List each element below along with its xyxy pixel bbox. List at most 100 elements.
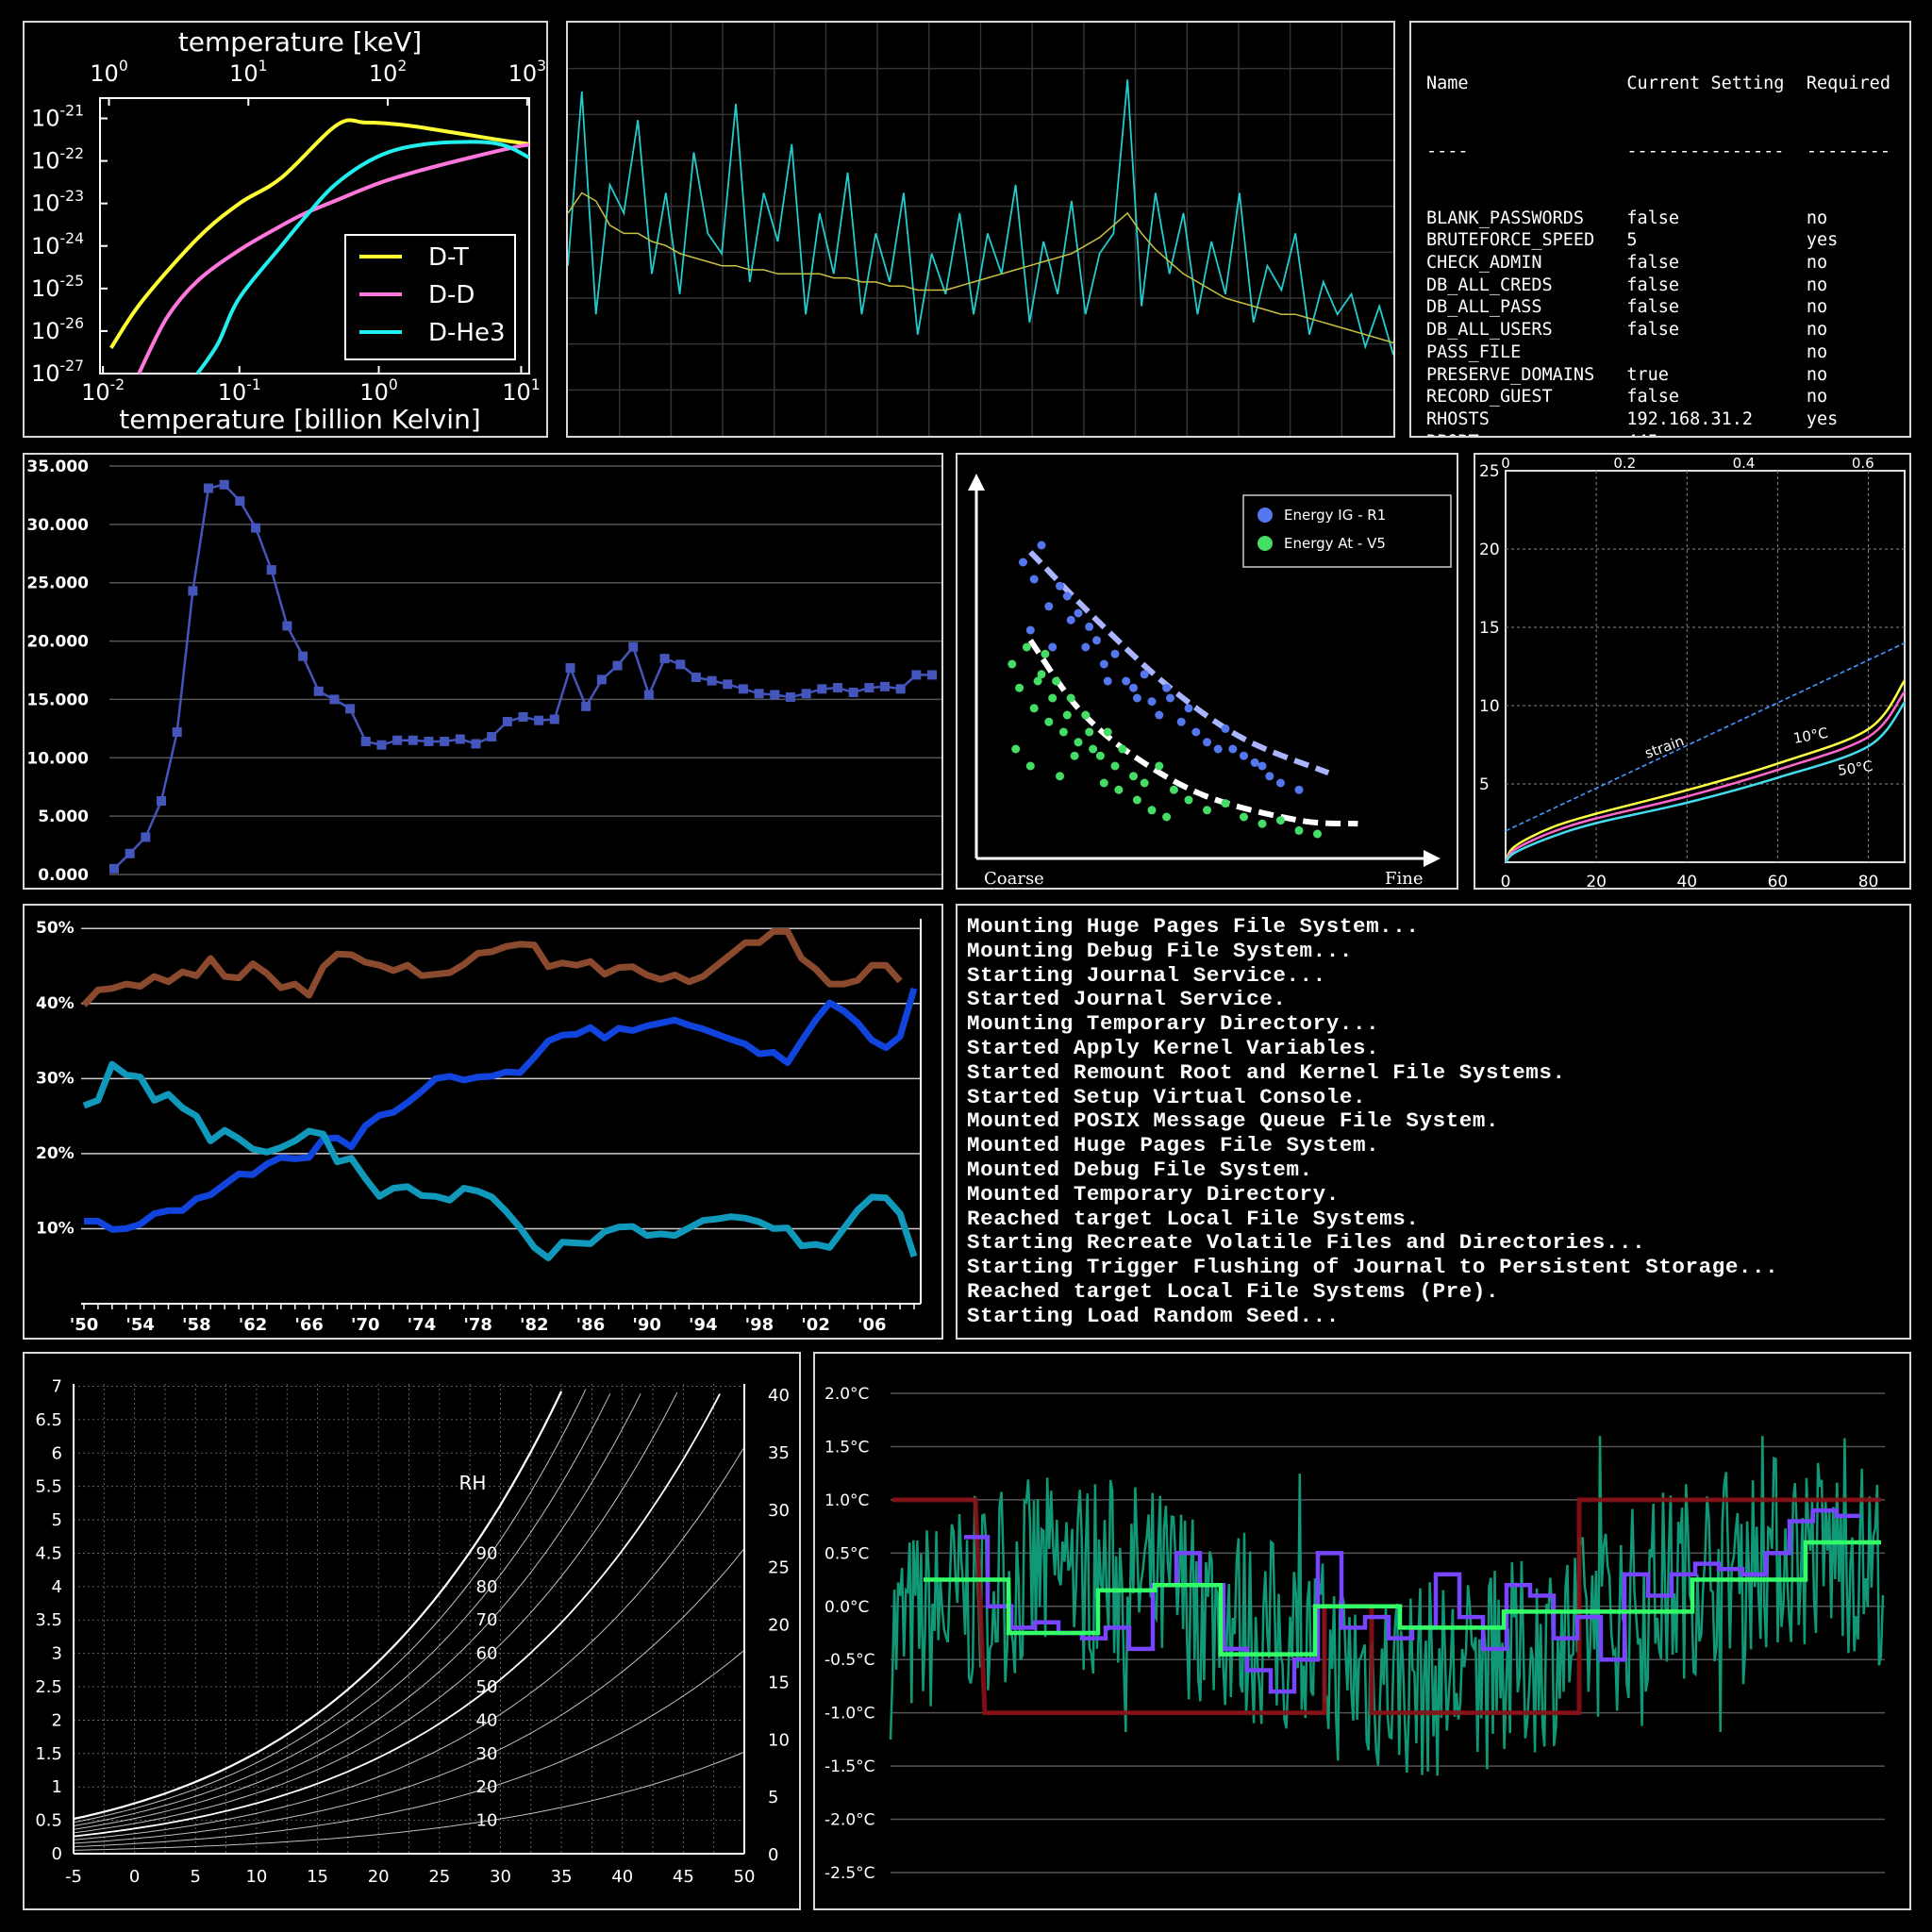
percent-chart-panel: 10% 20% 30% 40% 50% '50 '54 '58 '62 '66 '70 '74 '78 '… [23, 904, 943, 1340]
scatter-point [1140, 778, 1149, 788]
x-axis-arrow [1424, 850, 1441, 867]
scatter-point [1147, 806, 1157, 815]
scatter-point [1025, 625, 1035, 635]
scatter-point [1276, 816, 1285, 825]
data-marker [691, 672, 701, 682]
scatter-point [1029, 704, 1039, 713]
scatter-point [1029, 575, 1039, 584]
bottom-tick-label: 45 [673, 1867, 694, 1887]
y-tick-label: 5.000 [38, 808, 89, 826]
scatter-point [1203, 738, 1211, 747]
y-tick-label: 1.5°C [824, 1438, 869, 1457]
data-marker [204, 483, 214, 493]
top-tick-label: 0 [1501, 455, 1510, 472]
bottom-tick-label: -5 [65, 1867, 82, 1887]
data-marker [471, 739, 481, 749]
scatter-point [1129, 772, 1138, 781]
log-line: Mounted Debug File System. [967, 1157, 1313, 1182]
legend-swatch [1257, 508, 1273, 523]
top-tick-label: 100 [90, 58, 127, 87]
scatter-point [1250, 758, 1259, 767]
y-tick-label: 0.000 [38, 866, 89, 885]
setting-name: DB_ALL_USERS [1426, 320, 1553, 341]
data-marker [565, 663, 575, 674]
energy-scatter: Coarse Fine Energy IG - R1 Energy At - V5 [968, 474, 1452, 888]
rh-label: 80 [476, 1577, 498, 1597]
scatter-point [1114, 785, 1124, 794]
legend-label: Energy IG - R1 [1284, 507, 1386, 524]
scatter-point [1095, 751, 1105, 760]
scatter-point [1066, 615, 1075, 625]
x-label-right: Fine [1385, 869, 1424, 888]
y-tick-label: 0.0°C [824, 1598, 869, 1617]
data-marker [157, 796, 167, 807]
left-tick-label: 2.5 [35, 1677, 62, 1697]
scatter-point [1257, 761, 1267, 771]
right-tick-label: 35 [768, 1443, 790, 1463]
boot-log-panel: Mounting Huge Pages File System... Mounti… [956, 904, 1911, 1340]
data-marker [879, 681, 890, 691]
data-marker [785, 691, 795, 702]
y-tick-label: 25.000 [26, 575, 89, 593]
setting-name: BRUTEFORCE_SPEED [1426, 230, 1595, 251]
y-tick-label: -1.0°C [824, 1705, 875, 1724]
data-marker [376, 740, 387, 750]
rh-curve [73, 1391, 563, 1821]
y-tick-label: 1.0°C [824, 1491, 869, 1510]
left-tick-label: 10-24 [31, 230, 84, 259]
bottom-tick-label: 80 [1858, 873, 1879, 888]
scatter-point [1176, 717, 1186, 726]
bottom-tick-label: 20 [368, 1867, 390, 1887]
data-marker [219, 479, 229, 490]
x-tick-label: '66 [294, 1315, 324, 1335]
data-marker [329, 694, 340, 705]
scatter-point [1081, 710, 1091, 720]
scatter-point [1276, 778, 1285, 788]
data-marker [282, 621, 292, 631]
y-tick-label: -0.5°C [824, 1651, 875, 1670]
x-tick-label: '74 [408, 1315, 437, 1335]
left-tick-label: 6.5 [35, 1410, 62, 1430]
table-row: DB_ALL_USERS false no [1426, 319, 1909, 341]
data-marker [770, 690, 780, 700]
bottom-tick-label: 0 [1501, 873, 1511, 888]
table-header-row: Name Current Setting Required [1426, 73, 1909, 95]
strain-chart-panel: 0 20 40 60 80 5 10 15 20 25 0 0.2 0.4 0.6 strain 10°C 50… [1474, 453, 1911, 890]
data-marker [534, 715, 544, 725]
setting-required: no [1806, 387, 1828, 408]
scatter-point [1140, 670, 1149, 679]
data-marker [455, 734, 465, 744]
scatter-point [1015, 683, 1024, 692]
left-tick-label: 4.5 [35, 1543, 62, 1563]
x-tick-label: '50 [70, 1315, 99, 1335]
scatter-point [1062, 710, 1072, 720]
x-tick-label: '54 [125, 1315, 155, 1335]
table-row: PRESERVE_DOMAINS true no [1426, 364, 1909, 387]
x-tick-label: '82 [520, 1315, 549, 1335]
separator-name: ---- [1426, 141, 1469, 161]
humidity-chart: 00.511.522.533.544.555.566.5705101520253… [35, 1376, 790, 1887]
series-line-D-T [109, 118, 530, 349]
scatter-point [1110, 761, 1120, 771]
left-tick-label: 3 [52, 1644, 62, 1664]
settings-table: Name Current Setting Required ---- -----… [1411, 23, 1909, 436]
table-separator-row: ---- --------------- -------- [1426, 141, 1909, 163]
scatter-point [1162, 683, 1172, 692]
scatter-point [1092, 636, 1101, 645]
scatter-point [1074, 608, 1083, 618]
green-step-line [924, 1540, 1881, 1657]
top-tick-label: 0.6 [1852, 455, 1874, 472]
table-row: CHECK_ADMIN false no [1426, 252, 1909, 275]
data-marker [235, 496, 245, 507]
table-row: DB_ALL_PASS false no [1426, 296, 1909, 319]
setting-required: no [1806, 297, 1828, 318]
scatter-point [1213, 744, 1223, 754]
series-line-signal [568, 79, 1393, 356]
setting-value: false [1626, 253, 1680, 274]
rh-title: RH [459, 1472, 487, 1494]
setting-required: no [1806, 341, 1828, 362]
y-tick-label: 0.5°C [824, 1544, 869, 1563]
setting-value: false [1626, 297, 1680, 318]
data-marker [707, 675, 717, 686]
reactivity-chart: temperature [keV] temperature [billion Ke… [31, 26, 546, 435]
